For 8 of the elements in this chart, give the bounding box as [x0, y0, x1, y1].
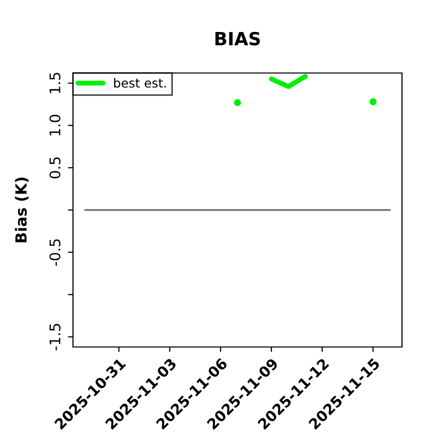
- y-tick-label: 0.5: [49, 157, 60, 178]
- y-axis-title: Bias (K): [14, 178, 29, 242]
- chart-title: BIAS: [215, 32, 260, 46]
- legend-label: best est.: [114, 78, 166, 88]
- y-tick-label: -1.5: [50, 324, 60, 350]
- y-tick-label: 1.0: [49, 114, 60, 136]
- y-tick-label: 1.5: [50, 72, 60, 94]
- y-tick-label: -0.5: [49, 239, 60, 266]
